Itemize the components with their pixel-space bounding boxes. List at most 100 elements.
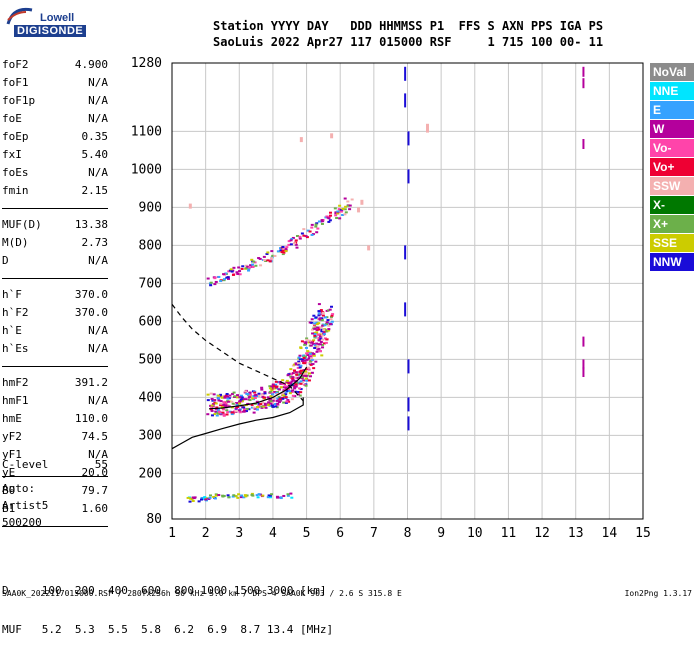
trace-point [323, 328, 327, 331]
trace-point [226, 404, 230, 407]
auto-line-2: Artist5 [2, 499, 49, 512]
trace-point [248, 266, 252, 269]
x-tick-label: 1 [168, 526, 176, 541]
trace-point [201, 498, 205, 501]
trace-point [261, 401, 265, 404]
y-tick-label: 1100 [131, 124, 162, 139]
trace-point [253, 396, 257, 399]
param-name: yF2 [2, 430, 22, 443]
trace-point [320, 222, 324, 225]
trace-point [307, 351, 311, 354]
param-value: N/A [88, 448, 108, 461]
trace-point [325, 321, 329, 324]
trace-point [289, 492, 293, 495]
trace-point [315, 336, 319, 339]
trace-point [248, 399, 252, 402]
trace-point [204, 497, 208, 500]
trace-point [299, 391, 303, 394]
trace-point [236, 496, 240, 499]
trace-point [240, 399, 244, 402]
param-row-foes: foEs N/A [2, 166, 108, 184]
trace-point [219, 280, 223, 283]
trace-point [213, 283, 217, 286]
trace-point [234, 410, 238, 413]
param-value: 55 [94, 458, 108, 471]
trace-point [330, 320, 334, 323]
trace-point [264, 406, 268, 409]
trace-point [303, 372, 307, 375]
trace-point [246, 265, 250, 268]
trace-point [321, 343, 325, 346]
trace-point [310, 357, 314, 360]
trace-point [301, 358, 305, 361]
trace-point [281, 245, 285, 248]
trace-point [304, 384, 308, 387]
trace-point [299, 380, 303, 383]
trace-point [207, 497, 211, 500]
trace-point [284, 386, 288, 389]
trace-point [319, 309, 323, 312]
trace-point [407, 131, 410, 146]
trace-point [327, 324, 331, 327]
trace-point [284, 401, 288, 404]
trace-point [260, 393, 264, 396]
trace-point [287, 243, 291, 246]
trace-point [208, 496, 212, 499]
trace-point [321, 314, 325, 317]
trace-point [276, 381, 280, 384]
trace-point [209, 494, 213, 497]
trace-point [239, 398, 243, 401]
trace-point [210, 398, 214, 401]
trace-point [312, 354, 316, 357]
trace-point [191, 496, 195, 499]
trace-point [290, 390, 294, 393]
param-row-foep: foEp 0.35 [2, 130, 108, 148]
trace-point [328, 219, 332, 222]
trace-point [303, 355, 307, 358]
trace-point [317, 220, 321, 223]
trace-point [334, 214, 338, 217]
trace-point [288, 390, 292, 393]
trace-point [224, 402, 228, 405]
trace-point [221, 411, 225, 414]
trace-point [298, 354, 302, 357]
trace-point [209, 404, 213, 407]
param-row-fmin: fmin 2.15 [2, 184, 108, 202]
trace-point [298, 366, 302, 369]
trace-point [282, 494, 286, 497]
trace-point [250, 493, 254, 496]
param-value: 79.7 [81, 484, 109, 497]
param-name: foEs [2, 166, 29, 179]
trace-point [266, 396, 270, 399]
trace-point [313, 336, 317, 339]
param-value: 2.73 [81, 236, 109, 249]
trace-point [291, 376, 295, 379]
trace-point [244, 267, 248, 270]
trace-point [313, 331, 317, 334]
trace-point [250, 406, 254, 409]
trace-point [321, 338, 325, 341]
trace-point [270, 493, 274, 496]
trace-point [262, 255, 266, 258]
trace-point [299, 382, 303, 385]
trace-point [217, 397, 221, 400]
trace-point [319, 326, 323, 329]
trace-point [304, 346, 308, 349]
trace-point [197, 500, 201, 503]
trace-point [226, 411, 230, 414]
trace-point [235, 402, 239, 405]
trace-point [294, 390, 298, 393]
x-tick-label: 15 [635, 526, 651, 541]
trace-point [315, 323, 319, 326]
trace-point [274, 380, 278, 383]
trace-point [339, 209, 343, 212]
trace-point [308, 361, 312, 364]
trace-point [261, 494, 265, 497]
trace-point [329, 323, 333, 326]
trace-point [224, 404, 228, 407]
trace-point [244, 495, 248, 498]
trace-point [312, 314, 316, 317]
trace-point [293, 369, 297, 372]
digisonde-logo-icon [6, 7, 33, 25]
trace-point [284, 250, 288, 253]
